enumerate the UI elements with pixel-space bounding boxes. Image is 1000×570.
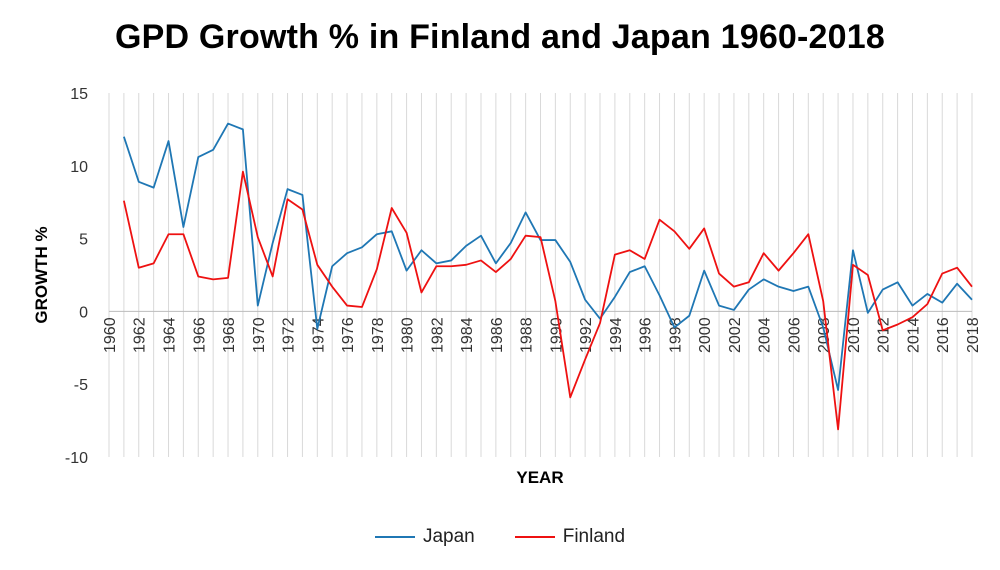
y-tick-label: 0 <box>79 304 88 321</box>
x-tick-label: 1980 <box>400 317 417 353</box>
legend-swatch <box>514 536 555 538</box>
legend-item-finland: Finland <box>514 526 626 548</box>
x-tick-label: 1962 <box>132 317 149 353</box>
x-tick-label: 1964 <box>162 317 179 353</box>
x-axis-title: YEAR <box>516 468 563 487</box>
y-axis-title: GROWTH % <box>32 226 51 323</box>
series-line-finland <box>123 170 973 431</box>
legend: Japan Finland <box>0 526 1000 548</box>
x-tick-label: 1976 <box>340 317 357 353</box>
x-tick-label: 1972 <box>281 317 298 353</box>
x-tick-label: 1966 <box>191 317 208 353</box>
x-tick-label: 1978 <box>370 317 387 353</box>
chart-title: GPD Growth % in Finland and Japan 1960-2… <box>114 18 885 56</box>
x-tick-label: 2000 <box>697 317 714 353</box>
legend-swatch <box>374 536 415 538</box>
x-tick-label: 1984 <box>459 317 476 353</box>
x-tick-label: 1968 <box>221 317 238 353</box>
x-tick-label: 1974 <box>310 317 327 353</box>
x-tick-label: 1986 <box>489 317 506 353</box>
x-tick-label: 1960 <box>102 317 119 353</box>
legend-label: Japan <box>422 526 475 547</box>
series-lines <box>123 122 973 431</box>
x-tick-label: 1982 <box>429 317 446 353</box>
y-tick-label: 10 <box>70 159 88 176</box>
x-tick-label: 2018 <box>965 317 982 353</box>
y-tick-labels: 15 10 5 0 -5 -10 <box>65 86 88 467</box>
y-tick-label: 15 <box>70 86 88 103</box>
legend-item-japan: Japan <box>374 526 475 548</box>
x-tick-label: 2006 <box>786 317 803 353</box>
legend-label: Finland <box>562 526 626 547</box>
x-tick-label: 2016 <box>935 317 952 353</box>
x-tick-label: 1998 <box>667 317 684 353</box>
x-tick-labels: 1960 1962 1964 1966 1968 1970 1972 1974 1976 1978… <box>102 317 982 353</box>
y-tick-label: 5 <box>79 232 88 249</box>
x-tick-label: 1970 <box>251 317 268 353</box>
y-tick-label: -5 <box>74 377 88 394</box>
x-tick-label: 2004 <box>757 317 774 353</box>
x-tick-label: 2012 <box>876 317 893 353</box>
x-tick-label: 2014 <box>905 317 922 353</box>
x-tick-label: 1992 <box>578 317 595 353</box>
x-tick-label: 2002 <box>727 317 744 353</box>
x-tick-label: 1988 <box>519 317 536 353</box>
y-tick-label: -10 <box>65 450 88 467</box>
x-tick-label: 1996 <box>638 317 655 353</box>
x-tick-label: 1994 <box>608 317 625 353</box>
x-tick-label: 2010 <box>846 317 863 353</box>
